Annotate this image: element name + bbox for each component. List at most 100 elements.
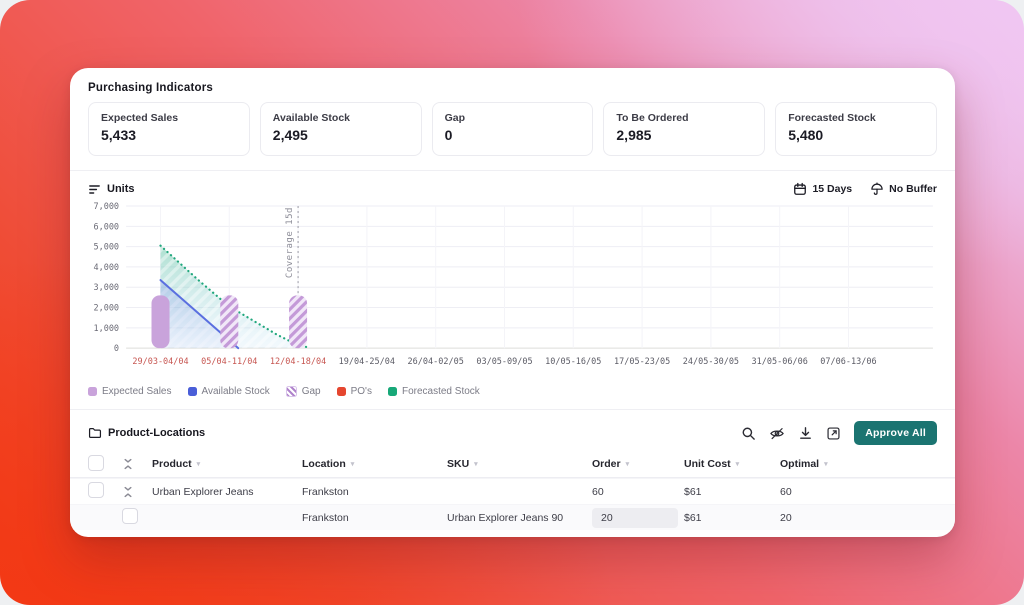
svg-text:17/05-23/05: 17/05-23/05 xyxy=(614,357,670,367)
column-header-sku[interactable]: SKU ▾ xyxy=(447,458,478,471)
stat-card-gap: Gap 0 xyxy=(431,102,594,156)
stat-card-row: Expected Sales 5,433 Available Stock 2,4… xyxy=(88,102,937,156)
legend-swatch xyxy=(387,387,397,397)
sort-icon[interactable]: ▾ xyxy=(824,460,828,468)
row-checkbox[interactable] xyxy=(88,482,104,499)
legend-swatch xyxy=(187,387,197,397)
svg-text:19/04-25/04: 19/04-25/04 xyxy=(339,357,395,367)
stat-card-available-stock: Available Stock 2,495 xyxy=(259,102,422,156)
search-button[interactable] xyxy=(741,426,756,441)
table-header-row: Product ▾ Location ▾ SKU ▾ Order ▾ Unit Cost… xyxy=(70,453,955,479)
sort-icon[interactable]: ▾ xyxy=(350,460,355,468)
cell-optimal: 60 xyxy=(780,485,792,498)
legend-item[interactable]: Gap xyxy=(285,386,321,398)
svg-text:5,000: 5,000 xyxy=(93,243,119,253)
dashboard-card: Purchasing Indicators Expected Sales 5,4… xyxy=(70,68,955,537)
expand-button[interactable] xyxy=(826,426,841,441)
svg-text:31/05-06/06: 31/05-06/06 xyxy=(752,357,808,367)
units-chart[interactable]: 0 1,000 2,000 3,000 4,000 5,000 6,000 7,000 Cove… xyxy=(84,200,941,384)
column-header-unit-cost[interactable]: Unit Cost ▾ xyxy=(684,458,740,471)
search-icon xyxy=(741,426,756,441)
stat-value: 2,985 xyxy=(616,127,652,143)
no-buffer-button[interactable]: No Buffer xyxy=(870,182,937,196)
order-input[interactable]: 20 xyxy=(592,507,678,528)
legend-item[interactable]: Expected Sales xyxy=(88,386,172,397)
legend-label: Available Stock xyxy=(201,386,270,398)
legend-item[interactable]: Forecasted Stock xyxy=(387,386,480,398)
download-icon xyxy=(798,426,813,441)
sort-icon[interactable]: ▾ xyxy=(735,460,740,468)
umbrella-icon xyxy=(870,182,884,196)
sort-icon[interactable]: ▾ xyxy=(474,460,478,468)
eye-off-icon xyxy=(769,426,785,441)
row-checkbox[interactable] xyxy=(122,508,138,525)
section-divider xyxy=(70,409,955,411)
svg-text:03/05-09/05: 03/05-09/05 xyxy=(476,357,532,367)
cell-unit-cost: $61 xyxy=(684,485,702,498)
collapse-all-icon[interactable] xyxy=(122,458,152,470)
select-all-checkbox[interactable] xyxy=(88,454,104,471)
cell-optimal: 20 xyxy=(780,511,792,524)
svg-text:10/05-16/05: 10/05-16/05 xyxy=(545,357,601,367)
legend-item[interactable]: PO's xyxy=(336,386,372,397)
stat-value: 0 xyxy=(444,127,453,143)
column-header-product[interactable]: Product ▾ xyxy=(152,458,201,471)
svg-text:Coverage 15d: Coverage 15d xyxy=(285,207,295,278)
svg-text:24/05-30/05: 24/05-30/05 xyxy=(683,357,739,367)
svg-text:05/04-11/04: 05/04-11/04 xyxy=(201,357,257,367)
stat-label: Available Stock xyxy=(272,112,351,124)
svg-text:3,000: 3,000 xyxy=(93,283,119,293)
legend-label: Expected Sales xyxy=(102,386,172,398)
calendar-icon xyxy=(793,182,807,196)
approve-all-button[interactable]: Approve All xyxy=(854,421,937,446)
column-header-optimal[interactable]: Optimal ▾ xyxy=(780,458,828,471)
chart-units-label: Units xyxy=(107,183,135,195)
legend-label: Forecasted Stock xyxy=(401,386,480,398)
hide-columns-button[interactable] xyxy=(769,426,785,441)
svg-text:07/06-13/06: 07/06-13/06 xyxy=(820,357,876,367)
stat-label: To Be Ordered xyxy=(616,112,689,124)
svg-text:4,000: 4,000 xyxy=(93,263,119,273)
folder-icon xyxy=(88,426,102,440)
svg-text:0: 0 xyxy=(114,344,119,354)
stat-value: 5,480 xyxy=(788,127,824,143)
section-divider xyxy=(70,170,955,171)
stat-card-expected-sales: Expected Sales 5,433 xyxy=(88,102,250,156)
cell-sku: Urban Explorer Jeans 90 xyxy=(447,511,564,524)
days-range-label: 15 Days xyxy=(812,183,853,195)
column-header-location[interactable]: Location ▾ xyxy=(302,458,355,471)
days-range-button[interactable]: 15 Days xyxy=(793,182,852,196)
legend-item[interactable]: Available Stock xyxy=(187,386,270,398)
collapse-row-icon[interactable] xyxy=(122,486,152,498)
stat-card-to-be-ordered: To Be Ordered 2,985 xyxy=(603,102,766,156)
svg-text:26/04-02/05: 26/04-02/05 xyxy=(408,357,464,367)
legend-label: Gap xyxy=(301,386,321,398)
sort-icon[interactable]: ▾ xyxy=(625,460,630,468)
chart-legend: Expected Sales Available Stock Gap PO's Fore… xyxy=(88,386,937,398)
stat-card-forecasted-stock: Forecasted Stock 5,480 xyxy=(775,102,937,156)
no-buffer-label: No Buffer xyxy=(889,183,937,195)
cell-unit-cost: $61 xyxy=(684,511,702,524)
svg-text:7,000: 7,000 xyxy=(93,202,119,212)
svg-text:12/04-18/04: 12/04-18/04 xyxy=(270,357,326,367)
cell-order: 60 xyxy=(592,485,604,498)
download-button[interactable] xyxy=(798,426,813,441)
table-row[interactable]: Frankston Urban Explorer Jeans 90 20 $61… xyxy=(70,504,955,531)
legend-swatch xyxy=(88,387,97,397)
stat-value: 5,433 xyxy=(101,127,137,143)
units-filter-icon xyxy=(88,183,101,196)
stat-label: Forecasted Stock xyxy=(788,112,876,124)
stat-value: 2,495 xyxy=(272,127,308,143)
table-title: Product-Locations xyxy=(108,427,206,440)
svg-text:29/03-04/04: 29/03-04/04 xyxy=(132,357,188,367)
cell-location: Frankston xyxy=(302,485,349,498)
column-header-order[interactable]: Order ▾ xyxy=(592,458,630,471)
svg-text:2,000: 2,000 xyxy=(93,304,119,314)
legend-swatch xyxy=(336,387,346,397)
stat-label: Expected Sales xyxy=(101,112,179,124)
page-title: Purchasing Indicators xyxy=(88,82,213,94)
sort-icon[interactable]: ▾ xyxy=(196,460,201,468)
stat-label: Gap xyxy=(444,112,466,124)
table-row[interactable]: Urban Explorer Jeans Frankston 60 $61 60 xyxy=(70,478,955,504)
